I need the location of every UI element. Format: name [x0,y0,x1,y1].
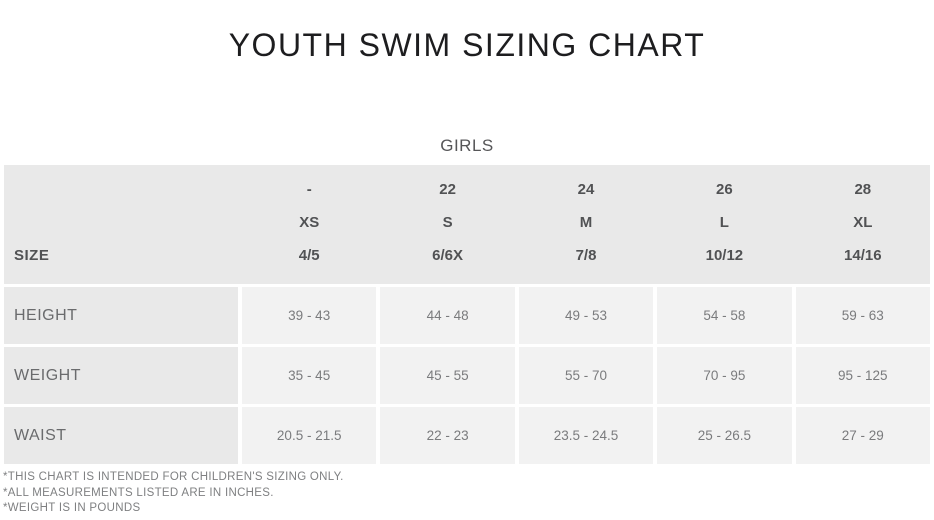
table-body: HEIGHT 39 - 43 44 - 48 49 - 53 54 - 58 5… [4,287,930,464]
table-cell: 20.5 - 21.5 [242,407,377,464]
header-cell: 4/5 [298,247,320,264]
table-cell: 22 - 23 [380,407,515,464]
header-cell: XL [853,214,873,231]
header-cell: 22 [439,181,456,198]
table-cell: 54 - 58 [657,287,792,344]
header-cell: 7/8 [575,247,597,264]
row-label-height: HEIGHT [4,287,238,344]
table-cell: 27 - 29 [795,407,930,464]
table-cell: 49 - 53 [518,287,654,344]
header-cell: M [579,214,593,231]
page-title: YOUTH SWIM SIZING CHART [228,27,706,63]
table-header-band: - 22 24 26 28 XS S M L XL SIZE 4/5 6/6X … [4,165,930,284]
footnote-weight-pounds: *WEIGHT IS IN POUNDS [3,502,141,514]
header-row-label [4,173,238,206]
table-cell: 23.5 - 24.5 [518,407,654,464]
row-label-waist: WAIST [4,407,238,464]
table-cell: 45 - 55 [380,347,515,404]
header-row-label [4,206,238,239]
table-cell: 25 - 26.5 [657,407,792,464]
table-cell: 44 - 48 [380,287,515,344]
size-row-label: SIZE [14,247,50,264]
header-cell: 28 [854,181,872,198]
table-cell: 55 - 70 [518,347,654,404]
sizing-table: - 22 24 26 28 XS S M L XL SIZE 4/5 6/6X … [4,165,930,464]
table-row-weight: WEIGHT 35 - 45 45 - 55 55 - 70 70 - 95 9… [4,347,930,404]
header-cell: S [442,214,453,231]
header-cell: 14/16 [844,247,882,264]
footnotes: *THIS CHART IS INTENDED FOR CHILDREN'S S… [3,470,934,517]
footnote-measurements-inches: *ALL MEASUREMENTS LISTED ARE IN INCHES. [3,486,274,499]
header-row-numeric-sizes: - 22 24 26 28 [4,173,930,206]
row-label-weight: WEIGHT [4,347,238,404]
group-label-girls: GIRLS [440,136,494,155]
footnote-children-sizing: *THIS CHART IS INTENDED FOR CHILDREN'S S… [3,471,344,483]
header-cell: - [306,181,312,198]
table-row-waist: WAIST 20.5 - 21.5 22 - 23 23.5 - 24.5 25… [4,407,930,464]
header-cell: 6/6X [432,247,464,264]
header-cell: 24 [577,181,595,198]
header-cell: 26 [716,181,733,198]
header-row-letter-sizes: XS S M L XL [4,206,930,239]
header-cell: L [719,214,729,231]
header-cell: 10/12 [705,247,744,264]
header-row-size: SIZE 4/5 6/6X 7/8 10/12 14/16 [4,239,930,272]
table-cell: 95 - 125 [795,347,930,404]
table-row-height: HEIGHT 39 - 43 44 - 48 49 - 53 54 - 58 5… [4,287,930,344]
table-cell: 39 - 43 [242,287,377,344]
table-cell: 70 - 95 [657,347,792,404]
header-cell: XS [299,214,320,231]
table-cell: 59 - 63 [795,287,930,344]
table-cell: 35 - 45 [242,347,377,404]
